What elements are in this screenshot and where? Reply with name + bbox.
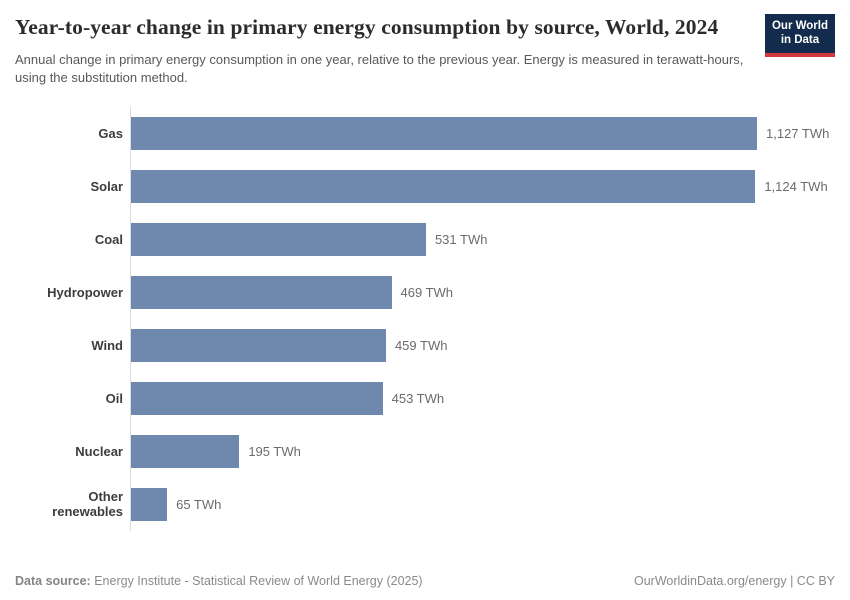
owid-logo-line2: in Data xyxy=(780,34,820,47)
bar[interactable] xyxy=(131,435,240,469)
datasource-text: Energy Institute - Statistical Review of… xyxy=(90,574,423,588)
bar-value-label: 65 TWh xyxy=(176,497,222,513)
category-label: Gas xyxy=(98,125,123,141)
owid-logo[interactable]: Our World in Data xyxy=(764,14,835,57)
bar-track: 459 TWh xyxy=(130,319,835,373)
chart-row: Gas 1,127 TWh xyxy=(15,107,835,161)
bar-track: 195 TWh xyxy=(130,425,835,479)
category-label: Other renewables xyxy=(52,489,123,519)
bar-track: 469 TWh xyxy=(130,266,835,320)
header-text: Year-to-year change in primary energy co… xyxy=(15,14,755,88)
owid-logo-line1: Our World xyxy=(771,20,828,32)
bar[interactable] xyxy=(131,117,757,151)
datasource-label: Data source: xyxy=(15,574,91,588)
chart-footer: Data source: Energy Institute - Statisti… xyxy=(15,574,835,588)
bar-track: 453 TWh xyxy=(130,372,835,426)
chart-row: Wind 459 TWh xyxy=(15,319,835,373)
bar[interactable] xyxy=(131,329,386,363)
category-label: Coal xyxy=(94,231,123,247)
bar-value-label: 1,127 TWh xyxy=(766,126,830,142)
bar-value-label: 469 TWh xyxy=(400,285,454,301)
datasource: Data source: Energy Institute - Statisti… xyxy=(15,574,423,588)
credit-link[interactable]: OurWorldinData.org/energy | CC BY xyxy=(633,574,835,588)
bar-track: 65 TWh xyxy=(130,478,835,532)
category-label: Hydropower xyxy=(47,284,123,300)
bar-track: 531 TWh xyxy=(130,213,835,267)
category-label: Nuclear xyxy=(75,443,123,459)
category-label: Solar xyxy=(90,178,123,194)
category-label: Oil xyxy=(105,390,123,406)
bar-value-label: 459 TWh xyxy=(394,338,448,354)
chart-header: Year-to-year change in primary energy co… xyxy=(0,0,850,88)
bar[interactable] xyxy=(131,223,426,257)
chart-row: Oil 453 TWh xyxy=(15,372,835,426)
chart-title: Year-to-year change in primary energy co… xyxy=(15,15,719,39)
chart-row: Other renewables 65 TWh xyxy=(15,478,835,532)
chart-row: Solar 1,124 TWh xyxy=(15,160,835,214)
chart-row: Nuclear 195 TWh xyxy=(15,425,835,479)
bar-value-label: 531 TWh xyxy=(434,232,488,248)
bar[interactable] xyxy=(131,276,392,310)
category-label: Wind xyxy=(91,337,123,353)
bar-track: 1,124 TWh xyxy=(130,160,835,214)
bar-value-label: 1,124 TWh xyxy=(764,179,828,195)
bar[interactable] xyxy=(131,488,168,522)
bar-chart: Gas 1,127 TWh Solar 1,124 TWh Coal 531 T… xyxy=(0,107,850,532)
bar-value-label: 453 TWh xyxy=(391,391,445,407)
chart-row: Hydropower 469 TWh xyxy=(15,266,835,320)
bar[interactable] xyxy=(131,382,383,416)
bar-value-label: 195 TWh xyxy=(248,444,301,460)
bar[interactable] xyxy=(131,170,756,204)
chart-subtitle: Annual change in primary energy consumpt… xyxy=(15,51,744,86)
chart-row: Coal 531 TWh xyxy=(15,213,835,267)
bar-track: 1,127 TWh xyxy=(130,107,835,161)
